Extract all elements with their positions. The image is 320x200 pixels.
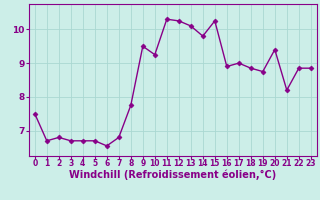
X-axis label: Windchill (Refroidissement éolien,°C): Windchill (Refroidissement éolien,°C) — [69, 169, 276, 180]
